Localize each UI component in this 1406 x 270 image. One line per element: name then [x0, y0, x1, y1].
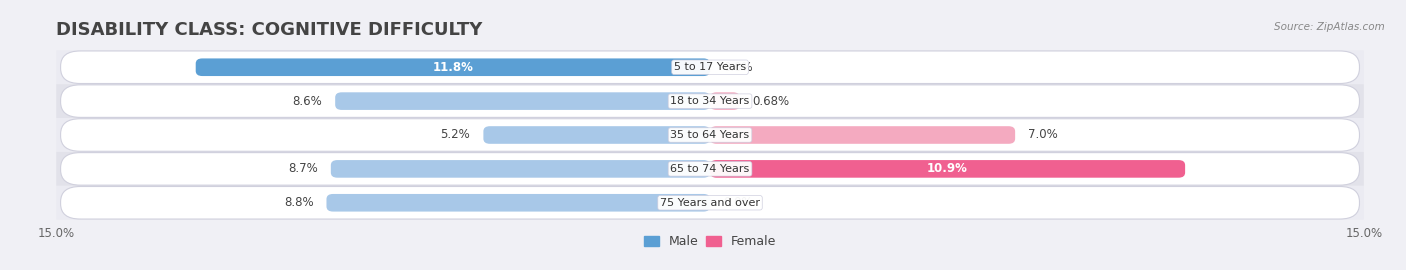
Text: DISABILITY CLASS: COGNITIVE DIFFICULTY: DISABILITY CLASS: COGNITIVE DIFFICULTY: [56, 21, 482, 39]
FancyBboxPatch shape: [710, 160, 1185, 178]
Text: 0.68%: 0.68%: [752, 94, 790, 108]
Text: 8.6%: 8.6%: [292, 94, 322, 108]
FancyBboxPatch shape: [710, 126, 1015, 144]
FancyBboxPatch shape: [56, 118, 1364, 152]
FancyBboxPatch shape: [56, 50, 1364, 84]
Legend: Male, Female: Male, Female: [638, 230, 782, 253]
FancyBboxPatch shape: [330, 160, 710, 178]
FancyBboxPatch shape: [56, 84, 1364, 118]
FancyBboxPatch shape: [326, 194, 710, 212]
FancyBboxPatch shape: [56, 152, 1364, 186]
Text: 5.2%: 5.2%: [440, 129, 470, 141]
Text: 0.0%: 0.0%: [723, 196, 752, 209]
FancyBboxPatch shape: [60, 187, 1360, 219]
Text: 65 to 74 Years: 65 to 74 Years: [671, 164, 749, 174]
Text: Source: ZipAtlas.com: Source: ZipAtlas.com: [1274, 22, 1385, 32]
FancyBboxPatch shape: [335, 92, 710, 110]
Text: 7.0%: 7.0%: [1028, 129, 1057, 141]
Text: 0.0%: 0.0%: [723, 61, 752, 74]
FancyBboxPatch shape: [60, 51, 1360, 83]
Text: 18 to 34 Years: 18 to 34 Years: [671, 96, 749, 106]
FancyBboxPatch shape: [710, 92, 740, 110]
FancyBboxPatch shape: [56, 186, 1364, 220]
FancyBboxPatch shape: [60, 119, 1360, 151]
Text: 5 to 17 Years: 5 to 17 Years: [673, 62, 747, 72]
FancyBboxPatch shape: [484, 126, 710, 144]
FancyBboxPatch shape: [195, 58, 710, 76]
Text: 8.7%: 8.7%: [288, 162, 318, 176]
Text: 8.8%: 8.8%: [284, 196, 314, 209]
Text: 35 to 64 Years: 35 to 64 Years: [671, 130, 749, 140]
Text: 11.8%: 11.8%: [433, 61, 474, 74]
Text: 75 Years and over: 75 Years and over: [659, 198, 761, 208]
FancyBboxPatch shape: [60, 153, 1360, 185]
FancyBboxPatch shape: [60, 85, 1360, 117]
Text: 10.9%: 10.9%: [927, 162, 967, 176]
